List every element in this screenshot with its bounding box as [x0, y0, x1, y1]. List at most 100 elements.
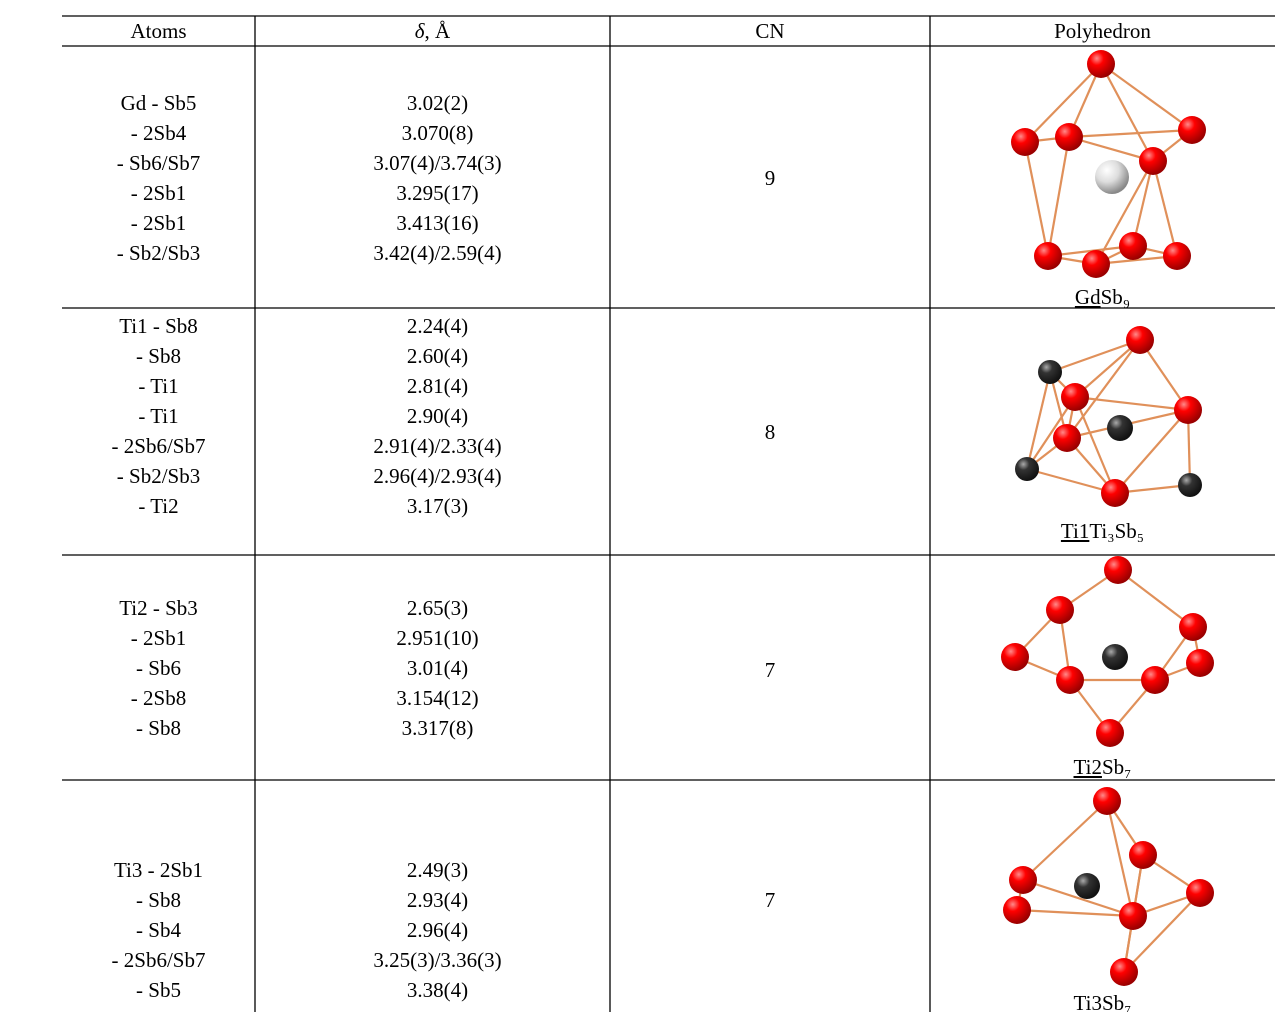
atom [1126, 326, 1154, 354]
atom [1174, 396, 1202, 424]
caption-rest: Ti₃Sb₅ [1089, 519, 1144, 543]
bond [1153, 161, 1177, 256]
atom-line: - 2Sb1 [62, 623, 255, 653]
distance-line: 3.413(16) [255, 208, 620, 238]
bond [1107, 801, 1133, 916]
atom [1056, 666, 1084, 694]
atom [1110, 958, 1138, 986]
atom-line: Gd - Sb5 [62, 88, 255, 118]
central-atom [1074, 873, 1100, 899]
bond [1118, 570, 1193, 627]
bond [1075, 397, 1115, 493]
atom-line: - 2Sb6/Sb7 [62, 945, 255, 975]
atom [1139, 147, 1167, 175]
atom [1163, 242, 1191, 270]
atom-line: - 2Sb6/Sb7 [62, 431, 255, 461]
atom [1082, 250, 1110, 278]
atom [1186, 879, 1214, 907]
atom [1087, 50, 1115, 78]
polyhedron-caption: Ti2Sb₇ [930, 752, 1275, 782]
atom-line: - 2Sb4 [62, 118, 255, 148]
atom-line: - 2Sb8 [62, 683, 255, 713]
bond [1101, 64, 1153, 161]
distance-line: 2.49(3) [255, 855, 620, 885]
distance-line: 2.81(4) [255, 371, 620, 401]
atom [1119, 232, 1147, 260]
atom [1093, 787, 1121, 815]
header-polyhedron: Polyhedron [930, 16, 1275, 46]
central-atom [1095, 160, 1129, 194]
distance-line: 3.38(4) [255, 975, 620, 1005]
distance-line: 3.17(3) [255, 491, 620, 521]
caption-center: Ti1 [1061, 519, 1089, 543]
bond [1069, 130, 1192, 137]
atom [1104, 556, 1132, 584]
distance-line: 2.96(4) [255, 915, 620, 945]
atom [1061, 383, 1089, 411]
header-cn: CN [610, 16, 930, 46]
atom-line: - Ti1 [62, 371, 255, 401]
page: Atoms δ, Å CN Polyhedron (() => { const … [0, 0, 1275, 1012]
atom [1038, 360, 1062, 384]
atom [1141, 666, 1169, 694]
atom-line: - Sb2/Sb3 [62, 238, 255, 268]
distance-line: 3.01(4) [255, 653, 620, 683]
bond [1101, 64, 1192, 130]
atom-line: - Sb4 [62, 915, 255, 945]
distance-line: 2.91(4)/2.33(4) [255, 431, 620, 461]
atom-line: - Ti2 [62, 491, 255, 521]
cn-value: 7 [610, 885, 930, 915]
atom-line: - Sb8 [62, 713, 255, 743]
atom-line: Ti2 - Sb3 [62, 593, 255, 623]
caption-rest: Sb₉ [1101, 285, 1131, 309]
distance-line: 3.42(4)/2.59(4) [255, 238, 620, 268]
atom-line: Ti1 - Sb8 [62, 311, 255, 341]
distance-line: 3.07(4)/3.74(3) [255, 148, 620, 178]
atom [1046, 596, 1074, 624]
polyhedron-caption: Ti3Sb₇ [930, 988, 1275, 1012]
cn-value: 8 [610, 417, 930, 447]
bond [1023, 801, 1107, 880]
distance-line: 2.90(4) [255, 401, 620, 431]
distance-line: 2.951(10) [255, 623, 620, 653]
distance-line: 3.154(12) [255, 683, 620, 713]
distance-line: 2.60(4) [255, 341, 620, 371]
bond [1025, 142, 1048, 256]
atom [1178, 473, 1202, 497]
cn-value: 7 [610, 655, 930, 685]
distance-line: 3.02(2) [255, 88, 620, 118]
distance-line: 3.317(8) [255, 713, 620, 743]
atom-line: Ti3 - 2Sb1 [62, 855, 255, 885]
distance-line: 3.25(3)/3.36(3) [255, 945, 620, 975]
atom [1011, 128, 1039, 156]
caption-center: Ti2 [1074, 755, 1102, 779]
atom [1129, 841, 1157, 869]
atom-line: - Sb8 [62, 341, 255, 371]
caption-rest: Ti3Sb₇ [1074, 991, 1132, 1012]
atom-line: - Sb6 [62, 653, 255, 683]
atom-line: - Ti1 [62, 401, 255, 431]
distance-line: 2.65(3) [255, 593, 620, 623]
central-atom [1107, 415, 1133, 441]
atom-line: - 2Sb1 [62, 208, 255, 238]
atom [1009, 866, 1037, 894]
atom-line: - 2Sb1 [62, 178, 255, 208]
polyhedron-caption: Ti1Ti₃Sb₅ [930, 516, 1275, 546]
atom [1003, 896, 1031, 924]
atom [1178, 116, 1206, 144]
distance-line: 2.93(4) [255, 885, 620, 915]
polyhedron-caption: GdSb₉ [930, 282, 1275, 312]
atom [1053, 424, 1081, 452]
distance-line: 2.24(4) [255, 311, 620, 341]
distance-line: 3.295(17) [255, 178, 620, 208]
delta-unit: , Å [425, 19, 451, 43]
delta-symbol: δ [415, 19, 425, 43]
bond [1050, 340, 1140, 372]
atom [1034, 242, 1062, 270]
header-delta: δ, Å [255, 16, 610, 46]
atom-line: - Sb5 [62, 975, 255, 1005]
atom [1186, 649, 1214, 677]
caption-rest: Sb₇ [1102, 755, 1132, 779]
atom-line: - Sb6/Sb7 [62, 148, 255, 178]
atom [1119, 902, 1147, 930]
